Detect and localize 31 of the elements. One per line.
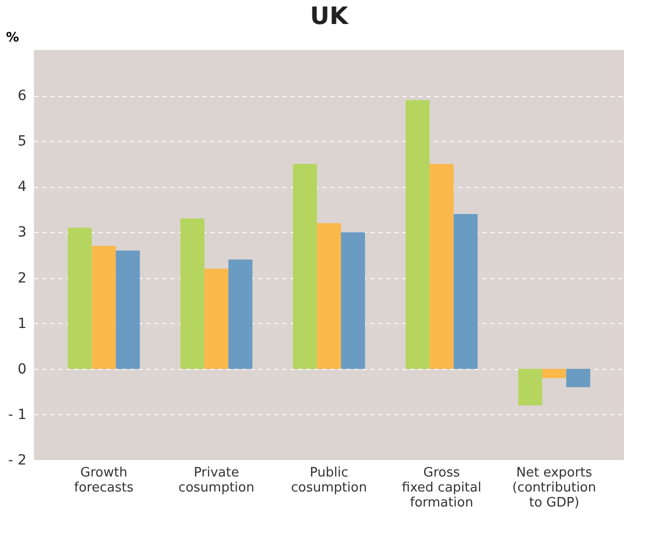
bar: [228, 260, 252, 369]
bar: [292, 164, 317, 369]
bar: [542, 368, 566, 378]
bar: [204, 268, 228, 369]
bar: [566, 368, 590, 388]
x-tick-label: Private cosumption: [178, 466, 254, 496]
bar: [92, 246, 116, 369]
bar: [341, 232, 366, 369]
bar: [116, 250, 140, 369]
bar: [316, 223, 342, 369]
y-tick-label: 4: [18, 179, 27, 196]
bar: [406, 100, 430, 369]
y-tick-label: 0: [18, 361, 26, 378]
y-tick-label: 3: [18, 224, 26, 241]
bar: [68, 228, 92, 369]
y-tick-label: 6: [18, 88, 27, 104]
x-tick-label: Growth forecasts: [74, 466, 134, 496]
y-tick-label: - 1: [8, 406, 26, 423]
bar: [518, 368, 542, 406]
y-tick-label: 1: [18, 316, 26, 332]
bar: [454, 214, 478, 369]
y-tick-label: 2: [18, 270, 26, 286]
x-tick-label: Net exports (contribution to GDP): [512, 466, 596, 510]
x-tick-label: Gross fixed capital formation: [402, 466, 482, 510]
y-tick-label: 5: [18, 134, 26, 150]
bar: [430, 164, 454, 369]
chart-title: UK: [310, 2, 350, 30]
y-axis-title: %: [6, 30, 20, 46]
x-tick-label: Public cosumption: [291, 466, 367, 496]
y-tick-label: - 2: [8, 452, 26, 468]
bar: [180, 218, 204, 369]
